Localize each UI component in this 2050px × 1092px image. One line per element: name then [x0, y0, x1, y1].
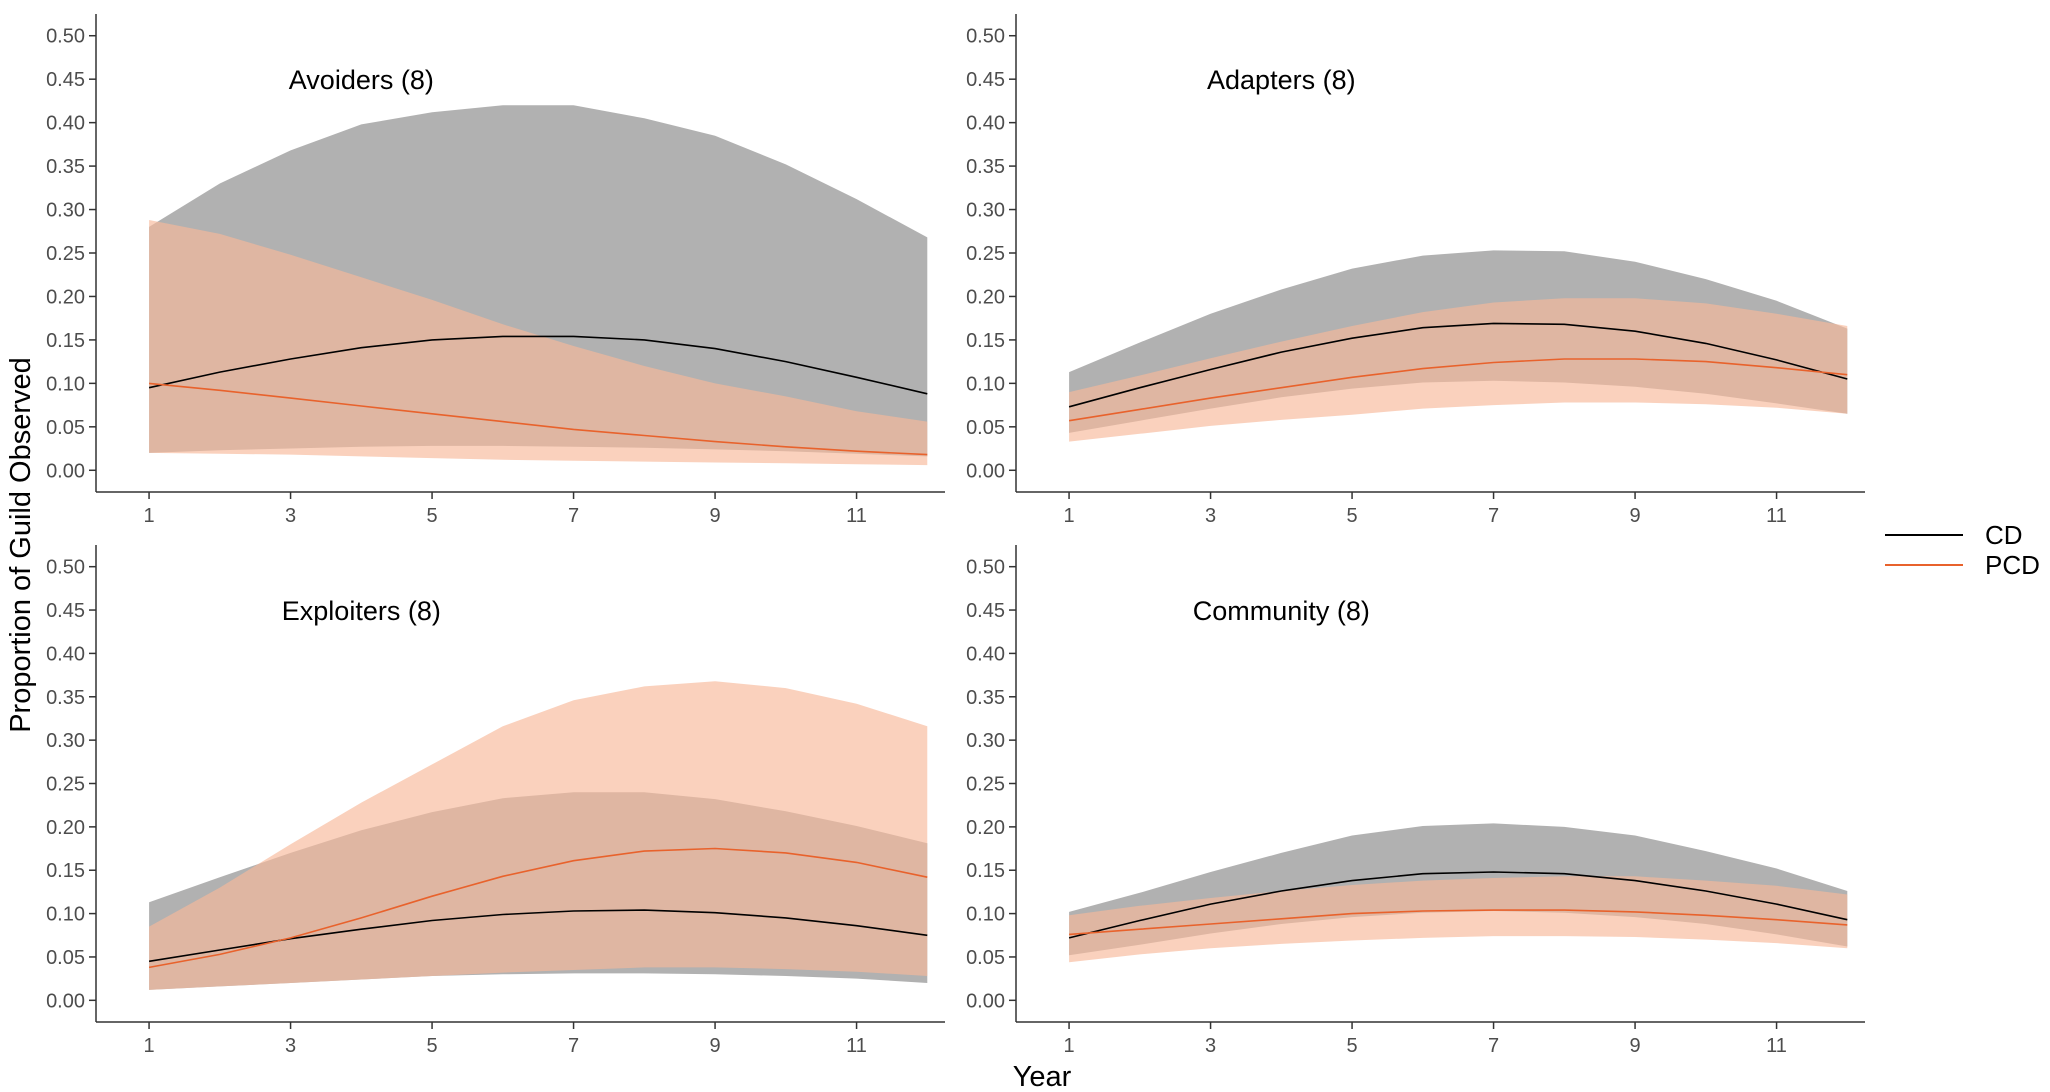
y-tick-label: 0.15: [46, 860, 85, 882]
legend: CD PCD: [1885, 520, 2040, 580]
y-tick-label: 0.40: [46, 113, 85, 135]
y-tick-label: 0.10: [46, 904, 85, 926]
series-line-pcd: [1068, 358, 1848, 422]
y-tick-label: 0.40: [966, 113, 1005, 135]
y-tick-label: 0.15: [966, 330, 1005, 352]
x-tick-label: 5: [1347, 1035, 1358, 1057]
x-tick-label: 7: [1488, 1035, 1499, 1057]
series-line-pcd: [1069, 909, 1848, 936]
y-tick-label: 0.45: [966, 600, 1005, 622]
y-tick-label: 0.25: [966, 774, 1005, 796]
panels: 0.00 0.05 0.10 0.15 0.20 0.25 0.30 0.35 0.40 0.45…: [46, 14, 1865, 1057]
y-tick-label: 0.20: [966, 817, 1005, 839]
y-tick-label: 0.30: [966, 730, 1005, 752]
y-tick-label: 0.45: [46, 600, 85, 622]
series-line-cd: [1068, 871, 1848, 939]
x-tick-label: 11: [846, 505, 867, 527]
y-tick-label: 0.05: [46, 417, 85, 439]
y-tick-label: 0.00: [46, 990, 85, 1012]
panel-title: Community (8): [1193, 596, 1370, 626]
x-tick-label: 7: [568, 505, 579, 527]
x-tick-label: 1: [1064, 1035, 1075, 1057]
y-tick-label: 0.20: [966, 286, 1005, 308]
x-tick-label: 11: [1766, 505, 1787, 527]
x-tick-label: 9: [1630, 1035, 1641, 1057]
y-tick-label: 0.00: [966, 460, 1005, 482]
y-tick-label: 0.50: [46, 557, 85, 579]
series-line-cd: [148, 335, 928, 395]
y-tick-label: 0.40: [46, 643, 85, 665]
y-tick-label: 0.30: [46, 200, 85, 222]
y-tick-label: 0.05: [966, 417, 1005, 439]
x-tick-label: 5: [427, 505, 438, 527]
x-tick-label: 1: [144, 1035, 155, 1057]
legend-label-pcd: PCD: [1985, 550, 2040, 580]
x-axis-title: Year: [1013, 1061, 1072, 1092]
y-tick-label: 0.35: [966, 156, 1005, 178]
y-tick-label: 0.35: [46, 687, 85, 709]
legend-label-cd: CD: [1985, 520, 2023, 550]
x-tick-label: 3: [285, 1035, 296, 1057]
panel-2: 0.00 0.05 0.10 0.15 0.20 0.25 0.30 0.35 0.40 0.45…: [966, 14, 1865, 527]
x-tick-label: 3: [1205, 505, 1216, 527]
y-tick-label: 0.25: [46, 774, 85, 796]
x-tick-label: 5: [427, 1035, 438, 1057]
y-tick-label: 0.10: [966, 904, 1005, 926]
series-line-pcd: [149, 382, 928, 456]
panel-4: 0.00 0.05 0.10 0.15 0.20 0.25 0.30 0.35 0.40 0.45…: [966, 545, 1865, 1057]
x-tick-label: 9: [1630, 505, 1641, 527]
y-tick-label: 0.05: [46, 947, 85, 969]
y-tick-label: 0.40: [966, 643, 1005, 665]
panel-3: 0.00 0.05 0.10 0.15 0.20 0.25 0.30 0.35 0.40 0.45…: [46, 545, 945, 1057]
y-tick-label: 0.30: [46, 730, 85, 752]
panel-1: 0.00 0.05 0.10 0.15 0.20 0.25 0.30 0.35 0.40 0.45…: [46, 14, 945, 527]
y-tick-label: 0.00: [966, 990, 1005, 1012]
y-tick-label: 0.10: [966, 373, 1005, 395]
x-tick-label: 9: [710, 1035, 721, 1057]
x-tick-label: 3: [1205, 1035, 1216, 1057]
ci-band-pcd: [1069, 298, 1848, 442]
x-tick-label: 9: [710, 505, 721, 527]
x-tick-label: 1: [144, 505, 155, 527]
x-tick-label: 7: [568, 1035, 579, 1057]
y-tick-label: 0.00: [46, 460, 85, 482]
panel-title: Adapters (8): [1207, 65, 1356, 95]
y-tick-label: 0.15: [966, 860, 1005, 882]
x-tick-label: 11: [846, 1035, 867, 1057]
x-tick-label: 1: [1064, 505, 1075, 527]
y-tick-label: 0.45: [966, 69, 1005, 91]
y-tick-label: 0.35: [46, 156, 85, 178]
x-tick-label: 5: [1347, 505, 1358, 527]
y-tick-label: 0.20: [46, 817, 85, 839]
y-tick-label: 0.50: [46, 26, 85, 48]
y-tick-label: 0.50: [966, 557, 1005, 579]
y-tick-label: 0.45: [46, 69, 85, 91]
y-tick-label: 0.10: [46, 373, 85, 395]
y-tick-label: 0.20: [46, 286, 85, 308]
y-tick-label: 0.35: [966, 687, 1005, 709]
x-tick-label: 11: [1766, 1035, 1787, 1057]
ci-band-pcd: [149, 681, 928, 990]
series-line-cd: [1068, 322, 1848, 408]
y-tick-label: 0.05: [966, 947, 1005, 969]
y-tick-label: 0.50: [966, 26, 1005, 48]
panel-title: Exploiters (8): [282, 596, 441, 626]
y-tick-label: 0.25: [966, 243, 1005, 265]
y-tick-label: 0.15: [46, 330, 85, 352]
series-line-pcd: [148, 847, 928, 969]
panel-title: Avoiders (8): [289, 65, 434, 95]
y-tick-label: 0.30: [966, 200, 1005, 222]
x-tick-label: 3: [285, 505, 296, 527]
x-tick-label: 7: [1488, 505, 1499, 527]
y-tick-label: 0.25: [46, 243, 85, 265]
ci-band-pcd: [1069, 876, 1848, 963]
y-axis-title: Proportion of Guild Observed: [5, 357, 37, 733]
